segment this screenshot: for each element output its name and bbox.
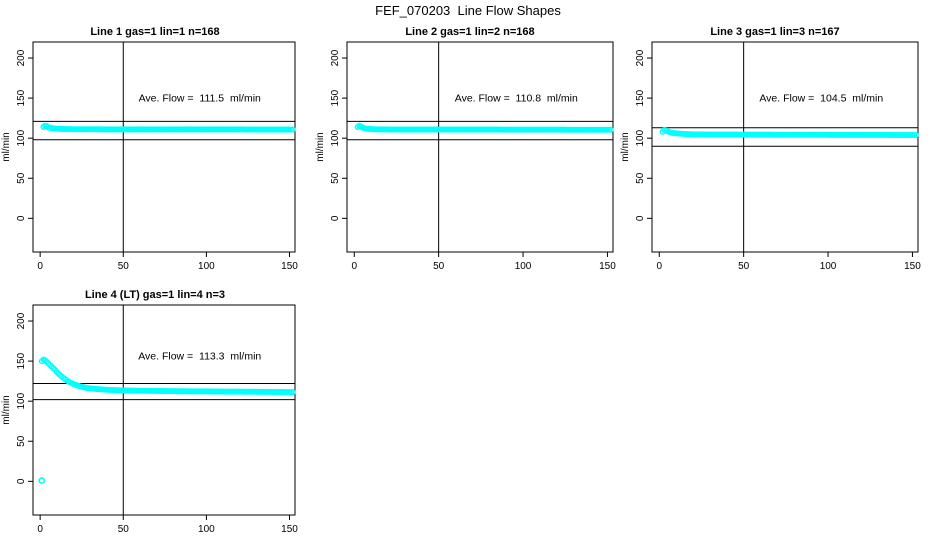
svg-text:50: 50 xyxy=(16,435,27,447)
svg-text:Ave. Flow = 113.3 ml/min: Ave. Flow = 113.3 ml/min xyxy=(138,351,261,363)
svg-text:0: 0 xyxy=(330,215,341,221)
svg-text:0: 0 xyxy=(37,261,43,272)
svg-text:150: 150 xyxy=(281,524,298,535)
svg-text:Ave. Flow = 104.5 ml/min: Ave. Flow = 104.5 ml/min xyxy=(759,92,883,104)
page-title: FEF_070203 Line Flow Shapes xyxy=(375,3,561,18)
svg-text:50: 50 xyxy=(118,261,130,272)
svg-text:100: 100 xyxy=(515,261,532,272)
svg-text:200: 200 xyxy=(635,49,646,66)
subplot-title-line2: Line 2 gas=1 lin=2 n=168 xyxy=(405,26,535,38)
subplot-title-line3: Line 3 gas=1 lin=3 n=167 xyxy=(710,26,840,38)
svg-text:50: 50 xyxy=(738,261,750,272)
svg-text:0: 0 xyxy=(37,524,43,535)
svg-text:0: 0 xyxy=(16,215,27,221)
svg-text:0: 0 xyxy=(16,478,27,484)
svg-text:100: 100 xyxy=(16,392,27,409)
svg-text:0: 0 xyxy=(635,215,646,221)
svg-text:100: 100 xyxy=(198,524,215,535)
svg-text:100: 100 xyxy=(635,129,646,146)
svg-text:ml/min: ml/min xyxy=(620,132,631,161)
svg-text:150: 150 xyxy=(16,352,27,369)
svg-text:50: 50 xyxy=(330,172,341,184)
svg-text:150: 150 xyxy=(904,261,921,272)
svg-text:ml/min: ml/min xyxy=(315,132,326,161)
scatter-plot-line4: 0 50 100 150 0 50 100 150 200 ml/min Ave. Flow = 1… xyxy=(1,304,298,535)
svg-text:200: 200 xyxy=(330,49,341,66)
svg-text:200: 200 xyxy=(16,312,27,329)
scatter-plot-line3: 0 50 100 150 0 50 100 150 200 ml/min Ave. Flow = 1… xyxy=(620,41,921,272)
svg-text:150: 150 xyxy=(635,89,646,106)
svg-text:0: 0 xyxy=(656,261,662,272)
svg-text:100: 100 xyxy=(820,261,837,272)
scatter-plot-line1: 0 50 100 150 0 50 100 150 200 ml/min Ave. Flow = 1… xyxy=(1,41,298,272)
scatter-plot-line2: 0 50 100 150 0 50 100 150 200 ml/min Ave. Flow = 1… xyxy=(315,41,616,272)
svg-text:100: 100 xyxy=(330,129,341,146)
svg-text:100: 100 xyxy=(16,129,27,146)
svg-text:50: 50 xyxy=(635,172,646,184)
svg-text:200: 200 xyxy=(16,49,27,66)
svg-text:Ave. Flow = 111.5 ml/min: Ave. Flow = 111.5 ml/min xyxy=(139,92,261,104)
svg-text:150: 150 xyxy=(599,261,616,272)
svg-text:100: 100 xyxy=(198,261,215,272)
svg-text:50: 50 xyxy=(16,172,27,184)
svg-text:ml/min: ml/min xyxy=(1,395,12,424)
subplot-title-line4: Line 4 (LT) gas=1 lin=4 n=3 xyxy=(84,289,226,301)
svg-text:150: 150 xyxy=(330,89,341,106)
svg-text:50: 50 xyxy=(433,261,445,272)
svg-text:0: 0 xyxy=(351,261,357,272)
svg-text:Ave. Flow = 110.8 ml/min: Ave. Flow = 110.8 ml/min xyxy=(455,92,578,104)
svg-text:150: 150 xyxy=(281,261,298,272)
svg-text:ml/min: ml/min xyxy=(1,132,12,161)
subplot-title-line1: Line 1 gas=1 lin=1 n=168 xyxy=(90,26,220,38)
svg-text:150: 150 xyxy=(16,89,27,106)
svg-text:50: 50 xyxy=(118,524,130,535)
